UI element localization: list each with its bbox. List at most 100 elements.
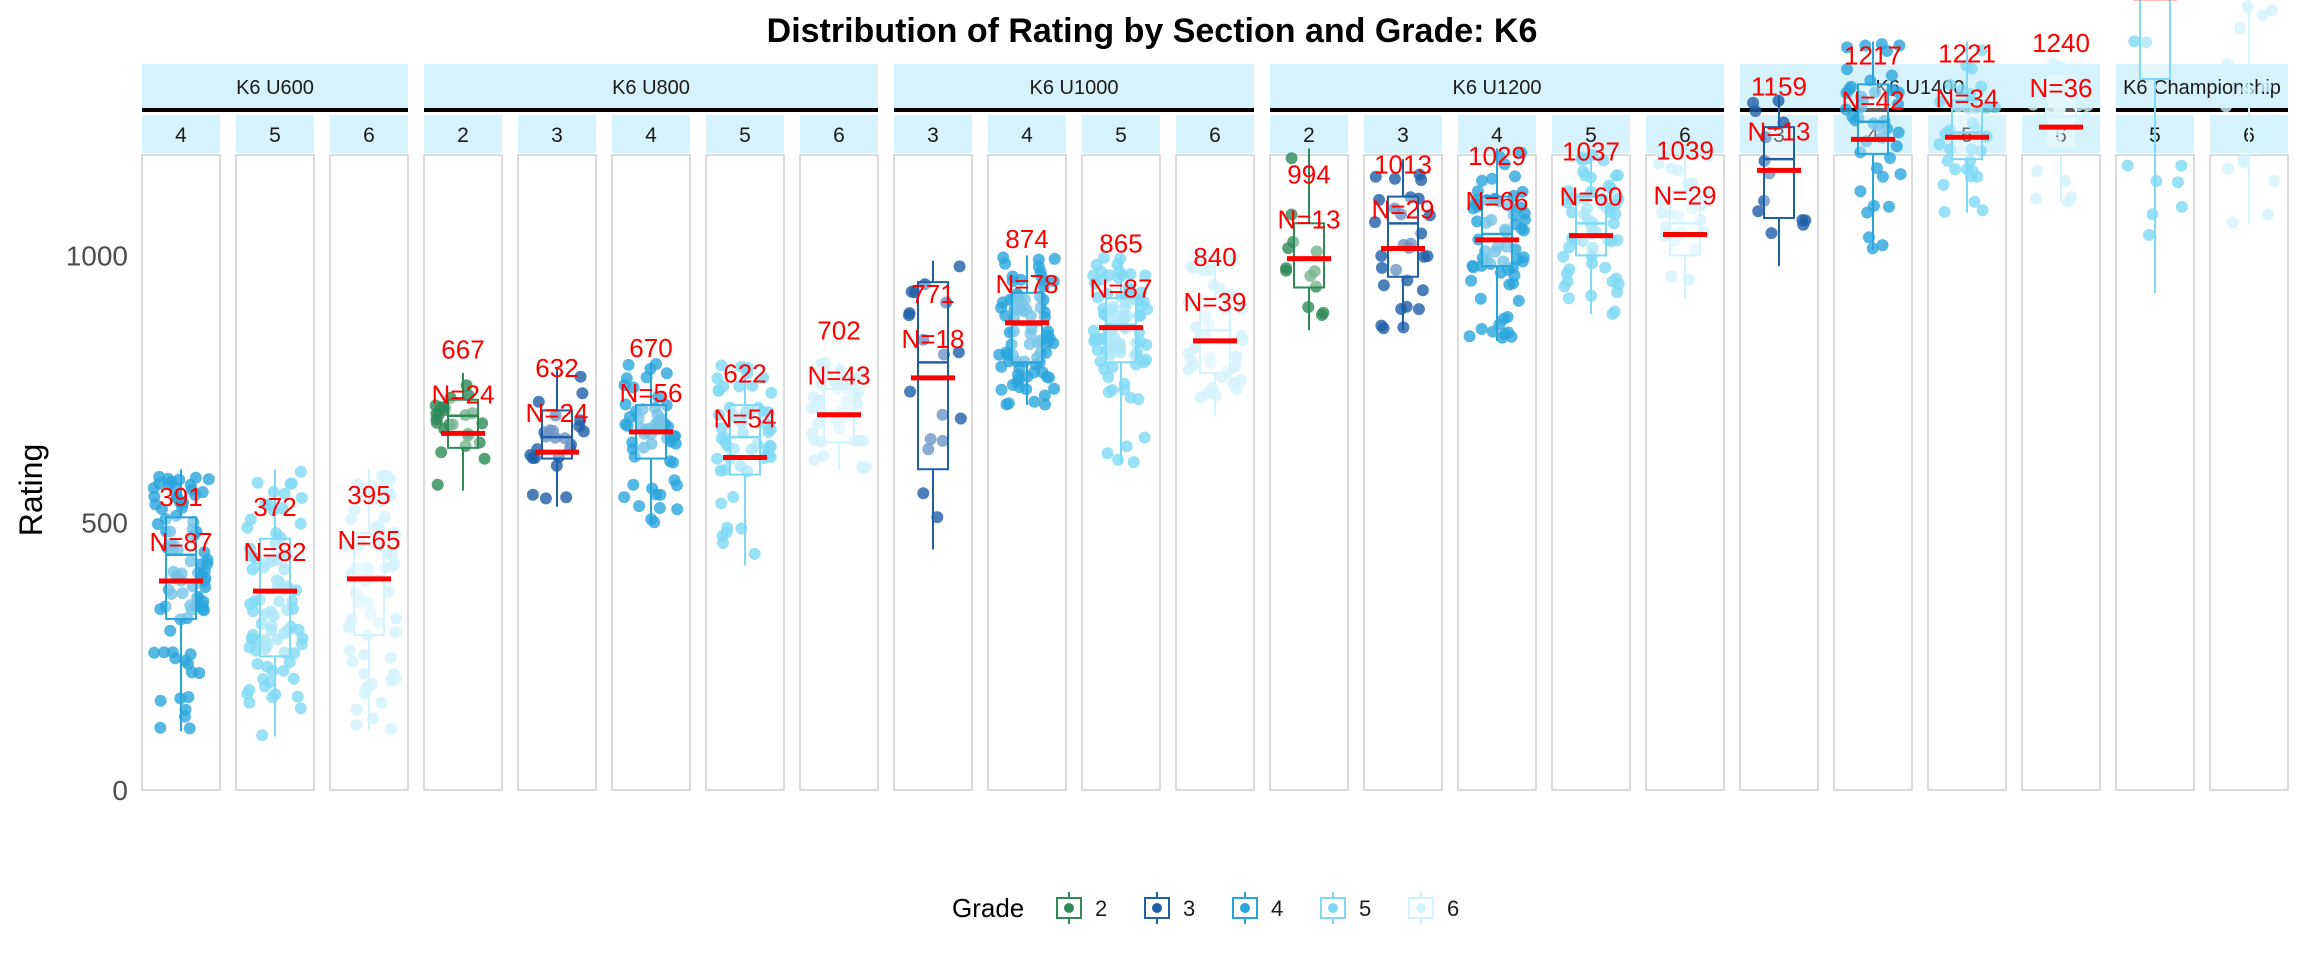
data-point [173,473,186,486]
data-point [346,655,359,668]
data-point [1234,374,1247,387]
data-point [860,461,873,473]
data-point [1699,186,1712,199]
section-strip [2116,64,2288,108]
data-point [1388,202,1401,215]
jitter-points [993,251,1061,411]
data-point [2233,22,2246,35]
data-point [266,691,279,704]
data-point [1423,209,1436,222]
section-panel: K6 U600 4 391 N=87 5 372 N=82 6 395 N=65 [141,64,409,791]
count-label: N=13 [1748,116,1811,146]
box [1387,195,1419,278]
data-point [633,500,646,513]
data-point [1006,275,1019,288]
y-tick-label: 0 [112,775,128,806]
data-point [2081,99,2094,112]
grade-strip [706,115,784,153]
data-point [166,646,179,659]
data-point [1869,86,1882,99]
data-point [1989,101,2001,114]
data-point [1609,208,1622,221]
data-point [244,542,256,555]
data-point [560,491,573,504]
data-point [2074,76,2087,89]
data-point [1024,327,1037,340]
data-point [999,309,1012,322]
data-point [1098,251,1110,264]
median-label: 667 [441,334,484,364]
data-point [805,402,818,415]
section-panel: K6 Championship51482N=1561670N=83 [2115,0,2289,791]
data-point [1028,395,1041,408]
data-point [2027,73,2040,86]
data-point [1236,303,1249,316]
box [259,537,291,658]
median-label: 670 [629,333,672,363]
data-point [936,434,949,447]
box [1105,297,1137,364]
grade-group: 3 632 N=24 [517,115,597,791]
data-point [364,607,377,620]
data-point [1562,292,1575,305]
data-point [358,667,371,680]
data-point [1578,192,1591,204]
data-point [1652,157,1665,170]
data-point [1035,271,1048,283]
data-point [429,399,442,412]
grade-strip [1552,115,1630,153]
data-point [1203,317,1216,330]
data-point [2257,142,2270,155]
grade-strip-label: 6 [1209,124,1221,147]
data-point [574,370,587,383]
data-point [278,487,291,500]
data-point [1974,144,1987,157]
median-label: 1217 [1844,40,1902,70]
data-point [1413,168,1426,181]
panel-frame [235,154,315,791]
data-point [176,497,189,510]
data-point [389,612,402,625]
data-point [736,426,749,439]
data-point [2266,4,2278,17]
data-point [1597,154,1610,167]
median-label: 865 [1099,229,1142,259]
grade-strip [1458,115,1536,153]
data-point [1416,284,1429,297]
legend-label: 5 [1359,896,1371,921]
data-point [924,433,937,446]
data-point [1048,382,1061,395]
data-point [1500,240,1513,253]
data-point [1205,357,1217,370]
data-point [1933,95,1946,108]
count-label: N=29 [1372,194,1435,224]
data-point [1219,303,1232,316]
grade-strip [800,115,878,153]
data-point [762,426,775,438]
data-point [526,488,539,501]
data-point [1138,296,1151,308]
grade-strip [1270,115,1348,153]
data-point [291,690,304,703]
data-point [1686,177,1699,190]
grade-strip [1646,115,1724,153]
data-point [1375,261,1388,274]
data-point [473,436,486,449]
data-point [1039,398,1051,411]
data-point [1236,333,1249,346]
data-point [653,502,666,514]
section-label: K6 U800 [612,77,690,99]
data-point [370,520,383,533]
data-point [1498,158,1511,171]
data-point [1032,260,1045,273]
data-point [183,722,196,735]
data-point [1182,347,1195,360]
data-point [1497,312,1510,325]
data-point [1043,371,1055,384]
count-label: N=54 [714,403,777,433]
data-point [917,487,930,500]
data-point [294,517,307,530]
data-point [1017,305,1030,318]
